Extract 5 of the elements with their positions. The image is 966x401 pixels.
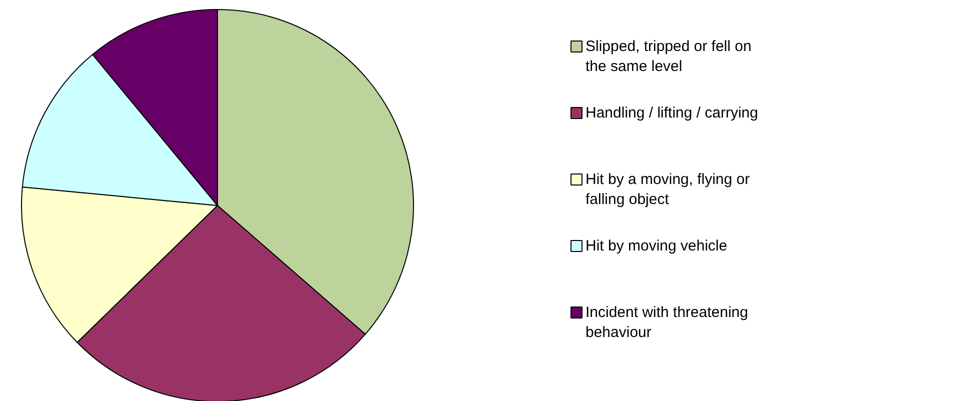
legend-label: Slipped, tripped or fell on the same level (586, 38, 752, 75)
legend-label: Handling / lifting / carrying (586, 104, 758, 122)
legend-label: Hit by a moving, flying or falling object (586, 171, 750, 208)
legend-label: Incident with threatening behaviour (586, 304, 748, 341)
legend-label: Hit by moving vehicle (586, 238, 728, 254)
